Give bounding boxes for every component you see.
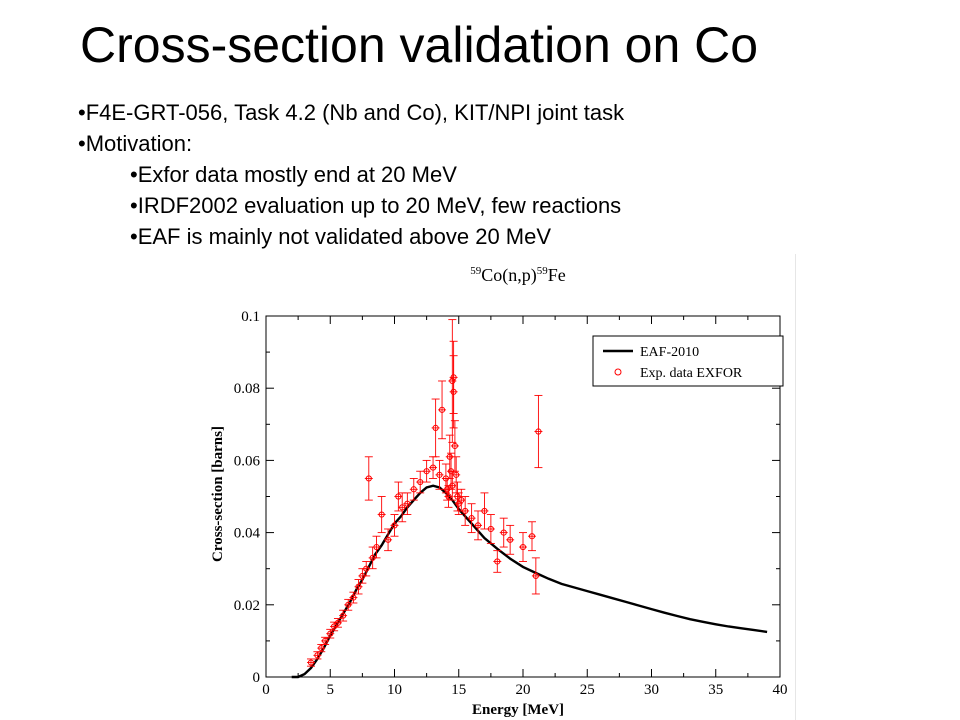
x-tick-label: 15 <box>451 682 466 698</box>
bullet-eaf: •EAF is mainly not validated above 20 Me… <box>130 224 552 249</box>
x-tick-label: 0 <box>262 682 270 698</box>
exp-data-point <box>399 504 406 511</box>
y-tick-label: 0.08 <box>234 381 260 397</box>
exp-data-point <box>432 424 439 432</box>
chart-title: 59Co(n,p)59Fe <box>470 265 566 286</box>
legend: EAF-2010 Exp. data EXFOR <box>592 335 784 387</box>
exp-data-point <box>454 493 461 500</box>
exp-data-point <box>481 507 488 515</box>
y-tick-label: 0.04 <box>234 526 261 542</box>
exp-data-point <box>453 471 460 478</box>
exp-data-point <box>331 623 338 630</box>
exp-data-point <box>438 406 446 413</box>
exp-data-point <box>340 612 347 619</box>
bullet-list: •F4E-GRT-056, Task 4.2 (Nb and Co), KIT/… <box>78 97 938 252</box>
exp-data-point <box>345 601 352 608</box>
slide-title: Cross-section validation on Co <box>80 17 759 73</box>
y-axis-label: Cross-section [barns] <box>210 426 226 562</box>
x-tick-label: 35 <box>708 682 723 698</box>
exp-data-point <box>355 583 362 590</box>
exp-data-point <box>373 543 380 551</box>
x-tick-label: 40 <box>773 682 788 698</box>
exp-data-point <box>500 529 507 536</box>
bullet-motivation: •Motivation: <box>78 131 193 156</box>
x-tick-label: 20 <box>516 682 531 698</box>
exp-data-point <box>458 497 465 504</box>
legend-box <box>592 335 784 387</box>
x-tick-label: 30 <box>644 682 659 698</box>
exp-data-point <box>449 377 456 385</box>
exp-data-point <box>507 536 514 543</box>
x-tick-label: 10 <box>387 682 402 698</box>
exp-data-point <box>307 659 315 666</box>
exp-data-point <box>378 511 385 518</box>
exp-data-point <box>395 493 402 500</box>
exp-data-point <box>528 533 536 540</box>
exp-data-point <box>318 645 325 652</box>
exp-data-point <box>462 507 469 515</box>
eaf-2010-line <box>291 484 768 679</box>
exp-data-point <box>474 522 482 529</box>
y-tick-label: 0.1 <box>241 309 260 325</box>
x-tick-label: 5 <box>327 682 335 698</box>
y-tick-label: 0 <box>253 670 261 686</box>
exp-data-point <box>350 594 357 601</box>
exp-data-point <box>450 388 457 395</box>
exp-data-point <box>423 468 430 475</box>
legend-swatch-exp <box>614 368 622 376</box>
exp-data-point <box>445 493 452 500</box>
exp-data-point <box>494 558 501 565</box>
legend-label-eaf: EAF-2010 <box>640 345 699 360</box>
exp-data-point <box>436 471 443 478</box>
exp-data-point <box>404 500 411 507</box>
exp-data-point <box>365 475 372 482</box>
exp-data-point <box>519 543 527 551</box>
y-tick-label: 0.06 <box>234 453 261 469</box>
exp-data-point <box>535 428 542 435</box>
exp-data-point <box>487 525 494 533</box>
exp-data-point <box>429 464 437 471</box>
exp-data-point <box>322 637 329 644</box>
chart-frame: 59Co(n,p)59Fe Energy [MeV] Cross-section… <box>200 254 796 720</box>
exp-data-point <box>410 486 417 493</box>
exp-data-point <box>468 515 475 522</box>
x-axis-label: Energy [MeV] <box>472 702 564 718</box>
exp-data-point <box>451 442 458 450</box>
exp-data-point <box>314 652 321 659</box>
bullet-exfor: •Exfor data mostly end at 20 MeV <box>130 162 457 187</box>
exp-data-point <box>334 619 342 626</box>
exp-data-point <box>391 522 398 529</box>
cross-section-chart: 59Co(n,p)59Fe Energy [MeV] Cross-section… <box>210 265 788 718</box>
legend-label-exp: Exp. data EXFOR <box>640 366 743 381</box>
bullet-irdf: •IRDF2002 evaluation up to 20 MeV, few r… <box>130 193 622 218</box>
y-tick-label: 0.02 <box>234 598 260 614</box>
exp-data-point <box>449 482 456 489</box>
plot-area: 0 5 10 15 20 25 30 35 40 0 0.02 0.04 0.06 0.08 0.1 <box>234 309 788 698</box>
exp-data-point <box>532 572 539 580</box>
x-tick-label: 25 <box>580 682 595 698</box>
exp-data-point <box>384 536 392 543</box>
bullet-task: •F4E-GRT-056, Task 4.2 (Nb and Co), KIT/… <box>78 100 625 125</box>
